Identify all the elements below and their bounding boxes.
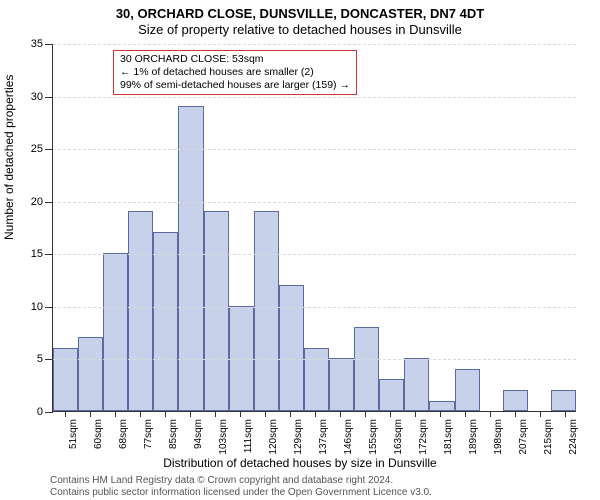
footer-line-2: Contains public sector information licen…	[50, 487, 432, 499]
histogram-bar	[78, 337, 103, 411]
histogram-bar	[103, 253, 128, 411]
chart-title: 30, ORCHARD CLOSE, DUNSVILLE, DONCASTER,…	[0, 6, 600, 21]
x-tick	[440, 411, 441, 417]
histogram-bar	[404, 358, 429, 411]
x-tick-label: 77sqm	[143, 419, 154, 449]
y-tick	[45, 412, 53, 413]
histogram-bar	[128, 211, 153, 411]
y-tick-label: 35	[31, 38, 43, 50]
histogram-bar	[279, 285, 304, 411]
x-tick-label: 120sqm	[268, 419, 279, 455]
x-tick-label: 146sqm	[343, 419, 354, 455]
y-tick	[45, 202, 53, 203]
gridline	[53, 359, 576, 360]
histogram-bar	[551, 390, 576, 411]
gridline	[53, 307, 576, 308]
x-tick-label: 181sqm	[443, 419, 454, 455]
y-tick	[45, 254, 53, 255]
bars-container	[53, 44, 576, 411]
x-tick	[565, 411, 566, 417]
y-axis-label: Number of detached properties	[2, 75, 16, 240]
histogram-bar	[178, 106, 203, 411]
x-tick	[115, 411, 116, 417]
plot-area: 30 ORCHARD CLOSE: 53sqm← 1% of detached …	[52, 44, 576, 412]
histogram-bar	[53, 348, 78, 411]
x-axis-label: Distribution of detached houses by size …	[0, 456, 600, 470]
gridline	[53, 149, 576, 150]
y-tick-label: 20	[31, 196, 43, 208]
y-tick	[45, 149, 53, 150]
x-tick-label: 172sqm	[418, 419, 429, 455]
x-tick-label: 103sqm	[218, 419, 229, 455]
x-tick-label: 189sqm	[468, 419, 479, 455]
x-tick-label: 155sqm	[368, 419, 379, 455]
x-tick	[190, 411, 191, 417]
x-tick-label: 198sqm	[493, 419, 504, 455]
x-tick	[415, 411, 416, 417]
y-tick	[45, 44, 53, 45]
x-tick	[290, 411, 291, 417]
x-tick-label: 68sqm	[118, 419, 129, 449]
y-tick-label: 30	[31, 91, 43, 103]
x-tick	[515, 411, 516, 417]
footer-attribution: Contains HM Land Registry data © Crown c…	[50, 475, 432, 498]
x-tick-label: 137sqm	[318, 419, 329, 455]
x-tick-label: 85sqm	[168, 419, 179, 449]
x-tick	[140, 411, 141, 417]
footer-line-1: Contains HM Land Registry data © Crown c…	[50, 475, 432, 487]
y-tick-label: 10	[31, 301, 43, 313]
x-tick	[390, 411, 391, 417]
histogram-bar	[229, 306, 254, 411]
x-tick	[365, 411, 366, 417]
y-tick-label: 0	[37, 406, 43, 418]
x-tick-label: 51sqm	[68, 419, 79, 449]
x-tick	[215, 411, 216, 417]
x-tick	[465, 411, 466, 417]
y-tick-label: 5	[37, 353, 43, 365]
gridline	[53, 254, 576, 255]
histogram-bar	[429, 401, 454, 412]
chart-subtitle: Size of property relative to detached ho…	[0, 22, 600, 37]
y-tick	[45, 307, 53, 308]
histogram-bar	[204, 211, 229, 411]
histogram-bar	[304, 348, 329, 411]
x-tick-label: 94sqm	[193, 419, 204, 449]
x-tick-label: 111sqm	[243, 419, 254, 453]
y-tick-label: 25	[31, 143, 43, 155]
chart-canvas: 30, ORCHARD CLOSE, DUNSVILLE, DONCASTER,…	[0, 0, 600, 500]
x-tick	[340, 411, 341, 417]
x-tick-label: 207sqm	[518, 419, 529, 455]
histogram-bar	[254, 211, 279, 411]
y-tick-label: 15	[31, 248, 43, 260]
histogram-bar	[455, 369, 480, 411]
gridline	[53, 202, 576, 203]
gridline	[53, 44, 576, 45]
x-tick-label: 224sqm	[568, 419, 579, 455]
histogram-bar	[503, 390, 528, 411]
x-tick	[240, 411, 241, 417]
y-tick	[45, 359, 53, 360]
x-tick	[540, 411, 541, 417]
x-tick-label: 129sqm	[293, 419, 304, 455]
x-tick-label: 60sqm	[93, 419, 104, 449]
x-tick	[65, 411, 66, 417]
x-tick	[315, 411, 316, 417]
x-tick-label: 215sqm	[543, 419, 554, 455]
x-tick	[490, 411, 491, 417]
histogram-bar	[153, 232, 178, 411]
histogram-bar	[329, 358, 354, 411]
histogram-bar	[379, 379, 404, 411]
x-tick-label: 163sqm	[393, 419, 404, 455]
x-tick	[265, 411, 266, 417]
x-tick	[90, 411, 91, 417]
y-tick	[45, 97, 53, 98]
x-tick	[165, 411, 166, 417]
gridline	[53, 97, 576, 98]
histogram-bar	[354, 327, 379, 411]
